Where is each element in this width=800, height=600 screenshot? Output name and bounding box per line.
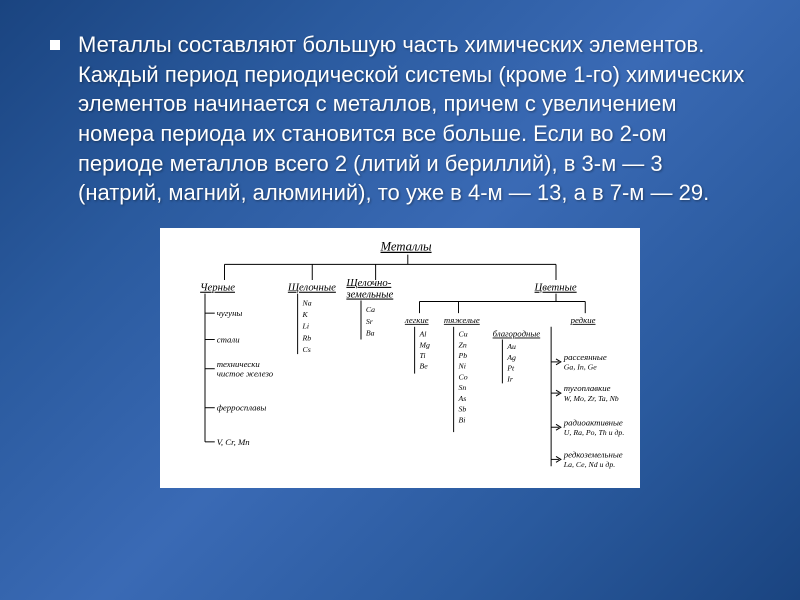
heavy-title: тяжелые xyxy=(444,315,480,325)
heavy-4: Co xyxy=(458,373,467,382)
light-3: Be xyxy=(419,362,428,371)
alkali-3: Rb xyxy=(302,334,312,343)
ae-1: Sr xyxy=(366,317,374,326)
alkali-4: Cs xyxy=(303,345,311,354)
scattered-chem: Ga, In, Ge xyxy=(564,363,597,372)
heavy-2: Pb xyxy=(457,351,467,360)
slide: Металлы составляют большую часть химичес… xyxy=(0,0,800,600)
cat-alk-earth-1: Щелочно- xyxy=(345,277,391,289)
ae-2: Ba xyxy=(366,329,375,338)
noble-1: Ag xyxy=(506,353,516,362)
cat-alk-earth-2: земельные xyxy=(345,289,393,301)
refractory-chem: W, Mo, Zr, Ta, Nb xyxy=(564,394,619,403)
cat-black: Черные xyxy=(200,282,235,294)
slide-text: Металлы составляют большую часть химичес… xyxy=(78,30,750,208)
light-title: легкие xyxy=(404,315,429,325)
light-0: Al xyxy=(418,330,426,339)
ae-0: Ca xyxy=(366,305,375,314)
cat-colored: Цветные xyxy=(534,282,577,294)
alkali-2: Li xyxy=(302,322,310,331)
black-item-2a: технически xyxy=(217,359,261,369)
light-1: Mg xyxy=(418,340,429,349)
noble-3: Ir xyxy=(506,375,514,384)
noble-2: Pt xyxy=(506,364,515,373)
black-item-0: чугуны xyxy=(217,308,243,318)
noble-0: Au xyxy=(506,342,516,351)
root-label: Металлы xyxy=(380,240,432,254)
bullet-icon xyxy=(50,40,60,50)
scattered-title: рассеянные xyxy=(563,352,607,362)
cat-alkali: Щелочные xyxy=(287,282,336,294)
rareearth-title: редкоземельные xyxy=(563,450,623,460)
heavy-8: Bi xyxy=(458,415,465,424)
heavy-3: Ni xyxy=(457,362,465,371)
black-item-1: стали xyxy=(217,335,241,345)
black-chem: V, Cr, Mn xyxy=(217,437,251,447)
heavy-0: Cu xyxy=(458,330,467,339)
diagram-container: Металлы Черные чугуны стали технически ч… xyxy=(160,228,640,488)
refractory-title: тугоплавкие xyxy=(564,383,611,393)
heavy-1: Zn xyxy=(458,340,466,349)
noble-title: благородные xyxy=(493,329,541,339)
black-item-2b: чистое железо xyxy=(217,369,274,379)
heavy-6: As xyxy=(457,394,466,403)
heavy-5: Sn xyxy=(458,383,466,392)
rareearth-chem: La, Ce, Nd и др. xyxy=(563,460,615,469)
alkali-1: K xyxy=(302,310,309,319)
heavy-7: Sb xyxy=(458,405,466,414)
black-item-3: ферросплавы xyxy=(217,403,267,413)
radioactive-title: радиоактивные xyxy=(563,417,623,427)
radioactive-chem: U, Ra, Po, Th и др. xyxy=(564,428,625,437)
rare-title: редкие xyxy=(570,315,596,325)
alkali-0: Na xyxy=(302,298,312,307)
metals-tree-diagram: Металлы Черные чугуны стали технически ч… xyxy=(166,234,634,482)
light-2: Ti xyxy=(419,351,425,360)
bullet-block: Металлы составляют большую часть химичес… xyxy=(50,30,750,208)
